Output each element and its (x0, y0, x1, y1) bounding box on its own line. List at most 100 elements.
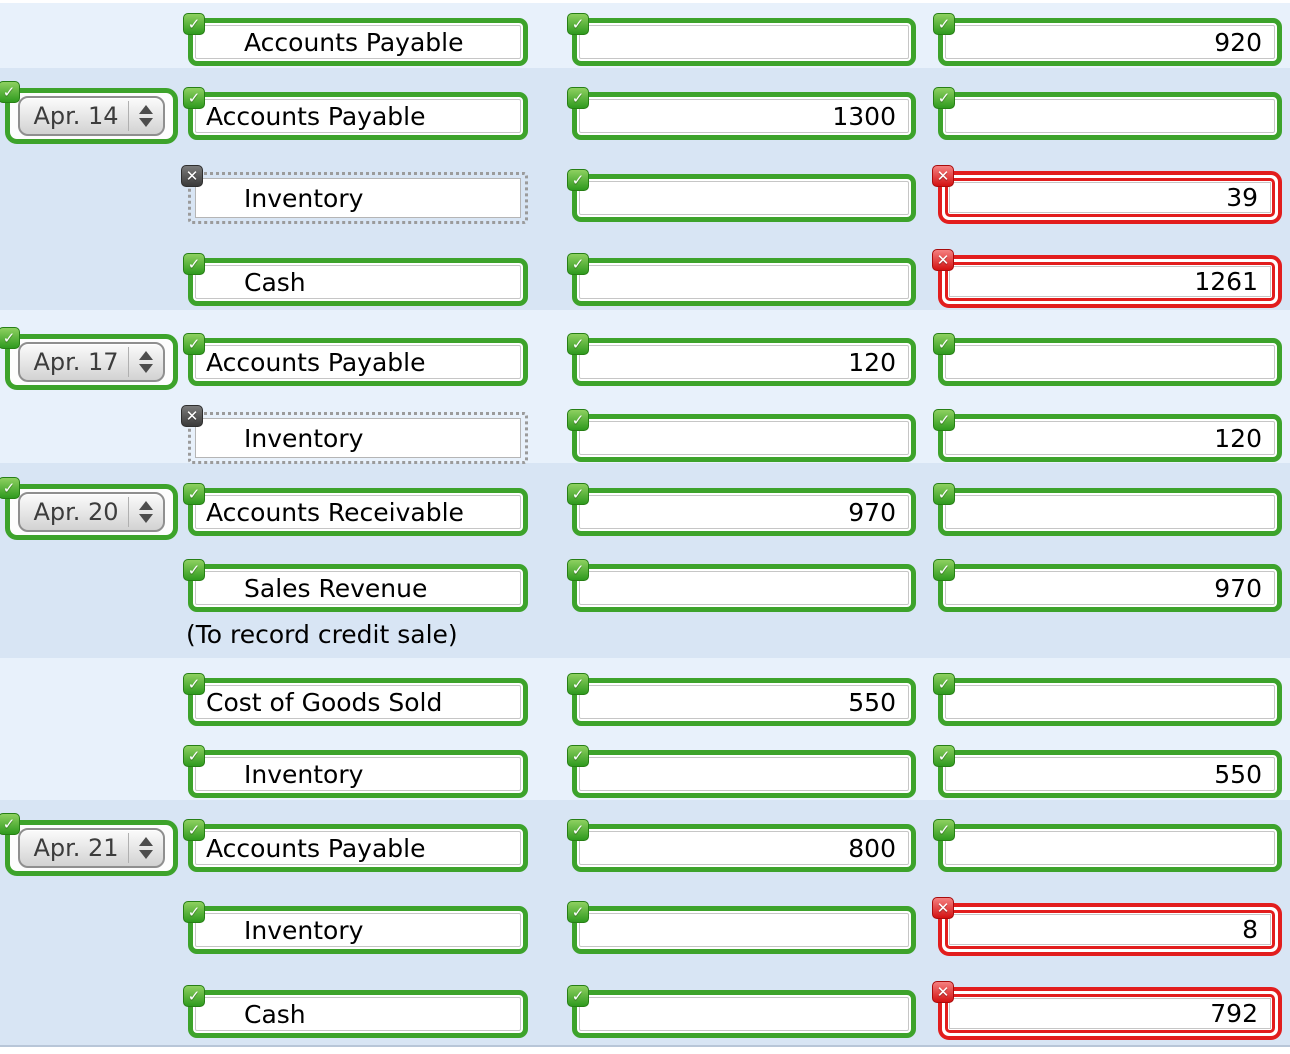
credit-input[interactable] (945, 421, 1275, 455)
account-field: ✓ (183, 901, 528, 954)
credit-input[interactable] (949, 998, 1271, 1029)
debit-input[interactable] (579, 99, 909, 133)
credit-input[interactable] (945, 25, 1275, 59)
account-input[interactable] (195, 997, 521, 1031)
correct-badge-icon: ✓ (183, 673, 205, 695)
debit-field: ✓ (567, 169, 916, 222)
journal-row: ✓ ✓ ✓ (0, 559, 1290, 612)
journal-row: ✓ ✓ ✓ (0, 13, 1290, 66)
correct-badge-icon: ✓ (183, 819, 205, 841)
correct-badge-icon: ✓ (183, 985, 205, 1007)
credit-field: ✓ (933, 559, 1282, 612)
account-input[interactable] (195, 178, 521, 218)
stepper-arrows-icon (129, 501, 163, 523)
date-field: ✓ Apr. 17 (0, 327, 178, 390)
account-field: ✓ (183, 253, 528, 306)
credit-input[interactable] (949, 914, 1271, 945)
credit-input[interactable] (945, 495, 1275, 529)
debit-input[interactable] (579, 421, 909, 455)
debit-input[interactable] (579, 345, 909, 379)
account-input[interactable] (195, 685, 521, 719)
account-input[interactable] (195, 25, 521, 59)
debit-input[interactable] (579, 25, 909, 59)
journal-row: ✓ Apr. 21 ✓ ✓ ✓ (0, 813, 1290, 876)
debit-input[interactable] (579, 265, 909, 299)
credit-input[interactable] (949, 266, 1271, 297)
debit-input[interactable] (579, 757, 909, 791)
account-input[interactable] (195, 831, 521, 865)
correct-badge-icon: ✓ (183, 333, 205, 355)
debit-field: ✓ (567, 819, 916, 872)
credit-field: ✓ (933, 745, 1282, 798)
date-select[interactable]: Apr. 20 (18, 492, 165, 532)
account-input[interactable] (195, 495, 521, 529)
account-field: ✕ (181, 405, 528, 464)
date-field: ✓ Apr. 21 (0, 813, 178, 876)
correct-badge-icon: ✓ (933, 559, 955, 581)
debit-field: ✓ (567, 253, 916, 306)
debit-input[interactable] (579, 997, 909, 1031)
credit-input[interactable] (945, 345, 1275, 379)
correct-badge-icon: ✓ (933, 333, 955, 355)
correct-badge-icon: ✓ (567, 333, 589, 355)
debit-input[interactable] (579, 831, 909, 865)
correct-badge-icon: ✓ (567, 673, 589, 695)
credit-input[interactable] (945, 685, 1275, 719)
account-input[interactable] (195, 99, 521, 133)
account-input[interactable] (195, 571, 521, 605)
correct-badge-icon: ✓ (0, 813, 20, 835)
credit-field: ✓ (933, 13, 1282, 66)
credit-input[interactable] (949, 182, 1271, 213)
credit-input[interactable] (945, 99, 1275, 133)
select-divider (128, 833, 129, 863)
correct-badge-icon: ✓ (567, 745, 589, 767)
correct-badge-icon: ✓ (567, 169, 589, 191)
entry-memo: (To record credit sale) (186, 620, 458, 649)
date-select[interactable]: Apr. 14 (18, 96, 165, 136)
debit-input[interactable] (579, 495, 909, 529)
credit-input[interactable] (945, 571, 1275, 605)
correct-badge-icon: ✓ (933, 13, 955, 35)
correct-badge-icon: ✓ (0, 477, 20, 499)
debit-field: ✓ (567, 901, 916, 954)
credit-field: ✓ (933, 409, 1282, 462)
date-field: ✓ Apr. 14 (0, 81, 178, 144)
credit-field: ✕ (932, 249, 1282, 308)
date-select[interactable]: Apr. 17 (18, 342, 165, 382)
account-input[interactable] (195, 418, 521, 458)
account-field: ✓ (183, 673, 528, 726)
correct-badge-icon: ✓ (933, 87, 955, 109)
account-field: ✓ (183, 745, 528, 798)
correct-badge-icon: ✓ (567, 253, 589, 275)
debit-input[interactable] (579, 685, 909, 719)
journal-row: ✓ Apr. 20 ✓ ✓ ✓ (0, 477, 1290, 540)
correct-badge-icon: ✓ (567, 559, 589, 581)
credit-input[interactable] (945, 831, 1275, 865)
correct-badge-icon: ✓ (183, 13, 205, 35)
incorrect-badge-icon: ✕ (932, 165, 954, 187)
account-input[interactable] (195, 757, 521, 791)
credit-field: ✕ (932, 981, 1282, 1040)
debit-field: ✓ (567, 87, 916, 140)
credit-input[interactable] (945, 757, 1275, 791)
account-input[interactable] (195, 345, 521, 379)
account-field: ✓ (183, 13, 528, 66)
correct-badge-icon: ✓ (183, 483, 205, 505)
select-divider (128, 101, 129, 131)
stepper-arrows-icon (129, 351, 163, 373)
account-field: ✓ (183, 87, 528, 140)
date-select[interactable]: Apr. 21 (18, 828, 165, 868)
correct-badge-icon: ✓ (933, 745, 955, 767)
debit-input[interactable] (579, 571, 909, 605)
debit-input[interactable] (579, 181, 909, 215)
account-input[interactable] (195, 913, 521, 947)
correct-badge-icon: ✓ (567, 409, 589, 431)
journal-row: ✓ ✓ ✕ (0, 981, 1290, 1040)
correct-badge-icon: ✓ (183, 559, 205, 581)
credit-field: ✓ (933, 819, 1282, 872)
account-input[interactable] (195, 265, 521, 299)
account-field: ✓ (183, 333, 528, 386)
correct-badge-icon: ✓ (567, 13, 589, 35)
date-select-value: Apr. 14 (33, 102, 119, 130)
debit-input[interactable] (579, 913, 909, 947)
